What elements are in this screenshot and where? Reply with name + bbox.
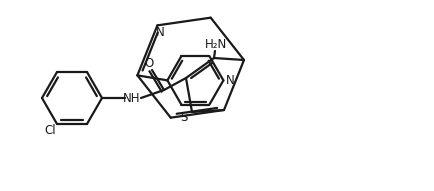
Text: NH: NH [123,91,141,104]
Text: N: N [226,74,234,87]
Text: Cl: Cl [44,125,56,138]
Text: H₂N: H₂N [204,37,227,50]
Text: N: N [156,26,164,39]
Text: O: O [144,57,153,70]
Text: S: S [180,111,187,124]
